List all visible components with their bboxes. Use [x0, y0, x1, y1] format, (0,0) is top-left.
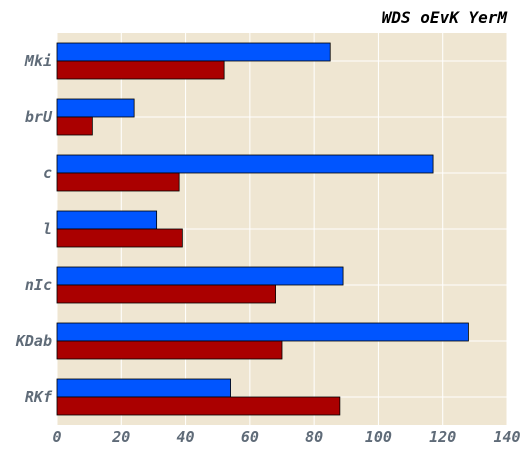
y-tick-label: l: [43, 220, 52, 238]
y-tick-labels: Mki brU c l nIc KDab RKf: [15, 52, 53, 406]
bars: [56, 42, 469, 416]
bar-Mki-series-2: [56, 60, 225, 80]
bar-l-series-2: [56, 228, 183, 248]
bar-nIc-series-1: [56, 266, 344, 286]
y-tick-label: RKf: [25, 388, 53, 406]
y-tick-label: Mki: [24, 52, 52, 70]
bar-brU-series-1: [56, 98, 135, 118]
x-tick-label: 0: [52, 428, 61, 446]
y-tick-label: nIc: [25, 276, 52, 294]
x-tick-label: 120: [429, 428, 456, 446]
bar-RKf-series-1: [56, 378, 231, 398]
bar-RKf-series-2: [56, 396, 341, 416]
bar-Mki-series-1: [56, 42, 331, 62]
x-tick-label: 40: [177, 428, 195, 446]
x-tick-label: 140: [493, 428, 520, 446]
bar-l-series-1: [56, 210, 158, 230]
bar-KDab-series-2: [56, 340, 283, 360]
x-tick-label: 60: [241, 428, 259, 446]
y-tick-label: c: [43, 164, 52, 182]
bar-nIc-series-2: [56, 284, 276, 304]
x-tick-label: 100: [365, 428, 392, 446]
bar-c-series-1: [56, 154, 434, 174]
bar-brU-series-2: [56, 116, 93, 136]
chart-title: WDS oEvK YerM: [382, 8, 509, 27]
x-tick-label: 20: [111, 428, 130, 446]
y-tick-label: brU: [25, 108, 53, 126]
bar-c-series-2: [56, 172, 180, 192]
bar-KDab-series-1: [56, 322, 469, 342]
x-tick-labels: 0 20 40 60 80 100 120 140: [52, 428, 520, 446]
y-tick-label: KDab: [15, 332, 52, 350]
x-tick-label: 80: [305, 428, 323, 446]
